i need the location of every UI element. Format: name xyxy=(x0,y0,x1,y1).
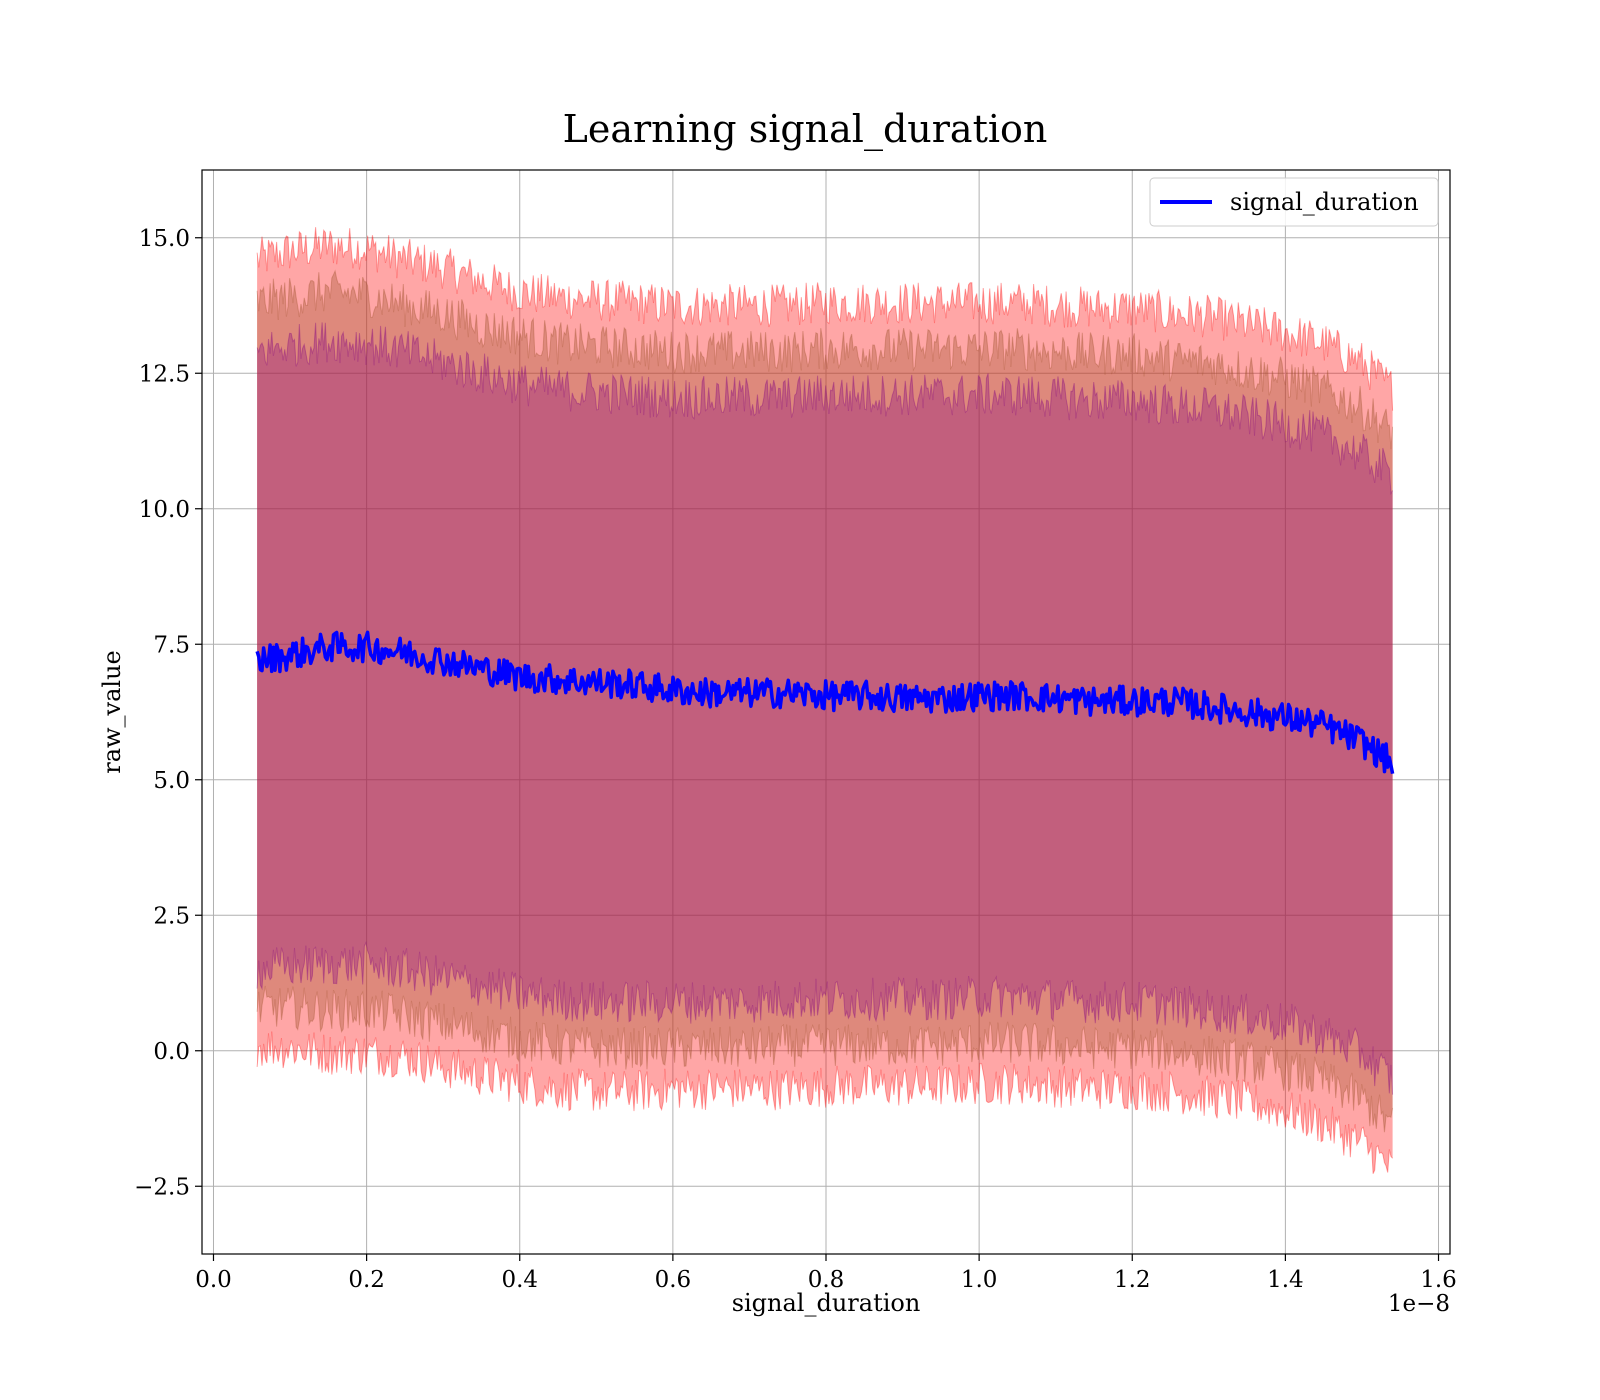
band-lower-edge xyxy=(256,985,1394,1133)
x-tick-label: 1.6 xyxy=(1420,1267,1457,1293)
y-tick-label: 7.5 xyxy=(153,632,190,658)
grid xyxy=(202,170,1450,1254)
band-lower-edge xyxy=(256,1031,1393,1174)
x-axis-offset-label: 1e−8 xyxy=(1388,1291,1450,1317)
band-lower-edge xyxy=(256,940,1394,1095)
y-tick-label: 2.5 xyxy=(153,903,190,929)
legend-label: signal_duration xyxy=(1230,188,1419,216)
legend: signal_duration xyxy=(1149,177,1439,227)
y-tick-label: 12.5 xyxy=(139,361,190,387)
y-tick-label: −2.5 xyxy=(134,1174,190,1200)
x-tick-label: 0.8 xyxy=(808,1267,845,1293)
band-upper-edge xyxy=(256,227,1394,411)
y-tick-label: 0.0 xyxy=(153,1039,190,1065)
plot-area xyxy=(201,169,1451,1255)
x-tick-label: 0.4 xyxy=(501,1267,538,1293)
legend-box xyxy=(1149,177,1439,227)
series-lines xyxy=(255,630,1395,775)
x-axis-label: signal_duration xyxy=(732,1289,921,1317)
x-tick-label: 1.4 xyxy=(1267,1267,1304,1293)
chart-title: Learning signal_duration xyxy=(563,107,1048,152)
band-upper-edge xyxy=(256,322,1394,496)
x-tick-label: 1.2 xyxy=(1114,1267,1151,1293)
band-upper-edge xyxy=(256,269,1394,450)
y-axis-label: raw_value xyxy=(98,650,126,774)
x-tick-label: 1.0 xyxy=(961,1267,998,1293)
x-tick-label: 0.6 xyxy=(655,1267,692,1293)
series-line-signal-duration xyxy=(255,630,1395,775)
x-axis: 0.0 0.2 0.4 0.6 0.8 1.0 1.2 1.4 1.6 xyxy=(195,1254,1457,1293)
y-tick-label: 5.0 xyxy=(153,768,190,794)
y-tick-label: 10.0 xyxy=(139,497,190,523)
x-tick-label: 0.2 xyxy=(348,1267,385,1293)
x-tick-label: 0.0 xyxy=(195,1267,232,1293)
y-axis: −2.5 0.0 2.5 5.0 7.5 10.0 12.5 15.0 xyxy=(134,226,202,1200)
y-tick-label: 15.0 xyxy=(139,226,190,252)
